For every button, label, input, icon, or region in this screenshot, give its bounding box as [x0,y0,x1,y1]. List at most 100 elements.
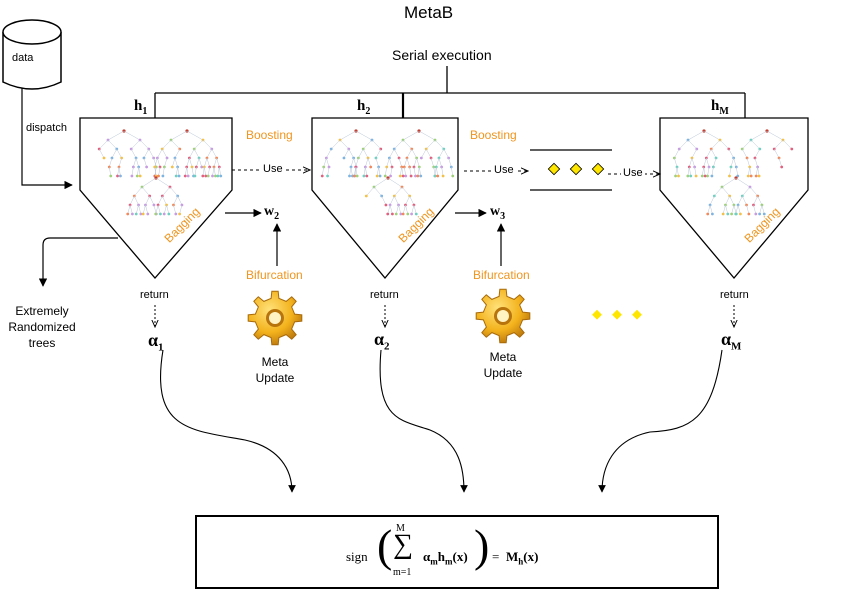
tree-node [365,174,369,178]
tree-edge [417,166,420,177]
tree-edge [339,139,349,150]
tree-edge [434,139,444,150]
tree-edge [107,139,117,150]
aggregate-curve-1 [160,349,296,493]
tree-node [348,174,351,178]
tree-edge [703,157,707,168]
tree-node [745,156,749,160]
tree-edge [737,195,743,206]
tree-edge [135,204,139,215]
tree-node [734,212,738,216]
tree-node [754,212,758,216]
tree-edge [754,157,758,168]
data-store-icon [2,19,62,90]
tree-edge [331,139,341,150]
learner-box-1 [79,117,233,279]
tree-edge [148,148,154,159]
tree-node [364,194,368,198]
tree-edge [365,157,369,168]
tree-edge [731,204,735,215]
tree-node [727,147,731,151]
tree-edge [202,166,205,177]
weight-label-2: w2 [264,204,280,222]
tree-edge [679,139,689,150]
tree-edge [194,139,204,150]
tree-edge [136,166,139,177]
tree-edge [206,148,213,159]
tree-edge [710,148,717,159]
tree-edge [389,195,395,206]
tree-edge [402,139,412,150]
tree-edge [742,195,747,206]
tree-edge [133,157,137,168]
tree-ensembles [97,129,794,216]
tree-edge [173,195,178,206]
tree-edge [375,157,379,168]
learner-box-m [659,117,809,280]
tree-edge [394,186,403,197]
tree-edge [728,148,734,159]
tree-node [790,147,794,151]
tree-edge [707,166,710,177]
extra-trees-arrow [38,237,118,287]
diagram-title: MetaB [404,3,454,22]
tree-edge [353,157,357,168]
tree-node [384,203,388,207]
tree-edge [142,204,146,215]
tree-node [146,212,150,216]
tree-edge [339,130,357,141]
tree-edge [116,148,122,159]
tree-edge [131,139,141,150]
tree-edge [362,148,369,159]
tree-edge [198,157,202,168]
tree-edge [729,166,732,177]
tree-edge [714,186,723,197]
formula-equals: = [492,549,500,564]
tree-edge [443,148,449,159]
formula-sign: sign [346,549,368,564]
tree-node [674,174,677,178]
tree-edge [174,148,181,159]
tree-edge [754,148,761,159]
tree-edge [196,157,200,168]
tree-edge [373,177,389,188]
tree-edge [162,195,167,206]
formula-right-paren: ) [474,520,490,571]
tree-node [135,174,139,178]
tree-node [178,147,182,151]
tree-edge [394,139,404,150]
boosting-label-2: Boosting [470,128,517,142]
tree-node [745,203,748,207]
tree-node [746,174,750,178]
tree-node [383,174,387,178]
tree-node [162,165,166,169]
tree-node [753,156,757,160]
tree-node [177,174,181,178]
tree-edge [135,157,139,168]
learner-box-2 [311,117,459,280]
tree-edge [204,157,208,168]
tree-edge [184,166,187,177]
learner-label-1: h1 [134,98,148,117]
tree-node [320,174,324,178]
tree-edge [782,139,792,150]
tree-edge [217,166,220,177]
use-label-1: Use [261,163,285,175]
weight-label-3: w3 [490,204,506,222]
tree-edge [350,157,354,168]
tree-node [758,212,762,216]
return-label-1: return [140,289,169,301]
tree-edge [194,166,197,177]
tree-node [686,174,690,178]
tree-edge [399,166,402,177]
tree-edge [129,204,133,215]
tree-node [157,174,160,178]
bifurcation-label-2: Bifurcation [473,268,530,282]
tree-node [386,212,390,216]
tree-edge [675,166,678,177]
tree-edge [118,157,122,168]
tree-edge [406,157,410,168]
tree-node [162,212,166,216]
use-label-2: Use [492,164,516,176]
tree-edge [413,204,417,215]
